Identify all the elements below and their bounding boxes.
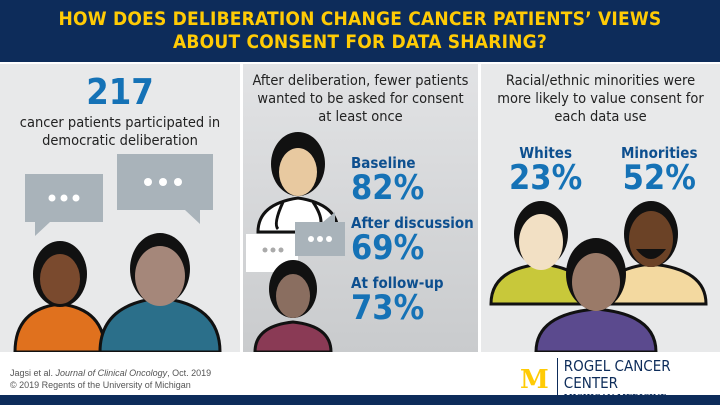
group-label: Minorities	[621, 144, 698, 162]
citation-author: Jagsi et al.	[10, 368, 54, 378]
minorities-heading: Racial/ethnic minorities were more likel…	[497, 73, 704, 125]
participants-panel: 217 cancer patients participated in demo…	[0, 64, 240, 354]
title-line-2: ABOUT CONSENT FOR DATA SHARING?	[172, 31, 547, 53]
minority-man-avatar-icon	[599, 201, 708, 306]
rogel-logo: M ROGEL CANCER CENTER MICHIGAN MEDICINE	[520, 358, 720, 402]
people-chatting-illustration	[13, 154, 222, 354]
title-banner: HOW DOES DELIBERATION CHANGE CANCER PATI…	[0, 0, 720, 62]
woman-avatar-icon	[13, 241, 107, 354]
org-name: ROGEL CANCER CENTER	[563, 357, 671, 392]
copyright: © 2019 Regents of the University of Mich…	[10, 380, 191, 390]
citation-date: , Oct. 2019	[167, 368, 212, 378]
stat-value: 73%	[351, 288, 425, 328]
citation-journal: Journal of Clinical Oncology	[55, 368, 168, 378]
group-value: 52%	[622, 158, 696, 198]
bottom-bar	[0, 395, 720, 405]
stat-value: 82%	[351, 168, 425, 208]
stat-value: 69%	[351, 228, 425, 268]
speech-bubble-icon	[117, 154, 213, 224]
woman-avatar-icon	[534, 238, 658, 354]
group-whites: Whites 23%	[509, 144, 583, 198]
stat-label: Baseline	[351, 154, 416, 172]
footer: Jagsi et al. Journal of Clinical Oncolog…	[0, 352, 720, 402]
doctor-avatar-icon	[256, 132, 340, 234]
group-minorities: Minorities 52%	[621, 144, 698, 198]
stat-label: At follow-up	[351, 274, 444, 292]
man-avatar-icon	[98, 233, 222, 354]
deliberation-panel: After deliberation, fewer patients wante…	[243, 64, 478, 354]
michigan-m-logo: M	[520, 365, 549, 395]
stat-follow-up: At follow-up 73%	[351, 274, 444, 328]
citation: Jagsi et al. Journal of Clinical Oncolog…	[10, 367, 211, 391]
group-label: Whites	[519, 144, 572, 162]
stat-after-discussion: After discussion 69%	[351, 214, 474, 268]
group-value: 23%	[509, 158, 583, 198]
diverse-people-illustration	[489, 201, 708, 354]
speech-bubble-icon	[25, 174, 103, 236]
stat-label: After discussion	[351, 214, 474, 232]
title-line-1: HOW DOES DELIBERATION CHANGE CANCER PATI…	[58, 8, 662, 30]
stat-baseline: Baseline 82%	[351, 154, 425, 208]
patient-avatar-icon	[253, 260, 333, 354]
speech-bubble-icon	[295, 212, 345, 256]
org-sub: MICHIGAN MEDICINE	[563, 392, 667, 402]
participant-count: 217	[86, 72, 154, 113]
minorities-panel: Racial/ethnic minorities were more likel…	[481, 64, 720, 354]
participants-text: cancer patients participated in democrat…	[19, 115, 221, 149]
deliberation-heading: After deliberation, fewer patients wante…	[252, 73, 469, 125]
doctor-patient-illustration	[246, 132, 345, 354]
